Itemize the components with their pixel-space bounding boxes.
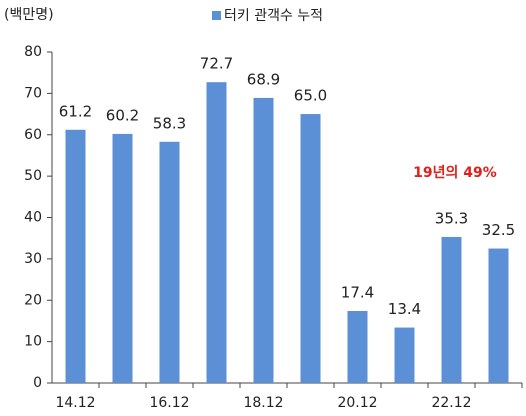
y-tick-label: 10 (24, 334, 42, 350)
bar (394, 327, 415, 383)
bar (112, 133, 133, 383)
value-label: 68.9 (247, 70, 280, 88)
bar (65, 129, 86, 383)
y-tick-label: 50 (24, 168, 42, 184)
value-label: 17.4 (341, 284, 374, 302)
y-tick-label: 70 (24, 85, 42, 101)
y-tick-label: 20 (24, 292, 42, 308)
x-tick-label: 22.12 (431, 395, 471, 411)
y-tick-label: 80 (24, 44, 42, 60)
x-tick-label: 20.12 (337, 395, 377, 411)
bar (441, 236, 462, 383)
y-tick-label: 40 (24, 210, 42, 226)
y-tick-label: 0 (33, 375, 42, 391)
legend-swatch (212, 11, 221, 20)
y-axis-label: (백만명) (4, 7, 54, 23)
bar (206, 82, 227, 384)
bar (253, 97, 274, 384)
value-label: 13.4 (388, 300, 421, 318)
value-label: 61.2 (59, 102, 92, 120)
x-tick-label: 16.12 (149, 395, 189, 411)
x-tick-label: 14.12 (55, 395, 95, 411)
bar (159, 141, 180, 383)
x-tick-label: 18.12 (243, 395, 283, 411)
bar (300, 114, 321, 383)
bar (488, 248, 509, 383)
value-label: 72.7 (200, 55, 233, 73)
bar (347, 311, 368, 383)
value-label: 35.3 (435, 209, 468, 227)
value-label: 65.0 (294, 87, 327, 105)
y-tick-label: 30 (24, 251, 42, 267)
y-tick-label: 60 (24, 127, 42, 143)
legend-label: 터키 관객수 누적 (224, 8, 323, 24)
annotation: 19년의 49% (413, 164, 497, 181)
value-label: 32.5 (482, 221, 515, 239)
value-label: 60.2 (106, 106, 139, 124)
value-label: 58.3 (153, 114, 186, 132)
